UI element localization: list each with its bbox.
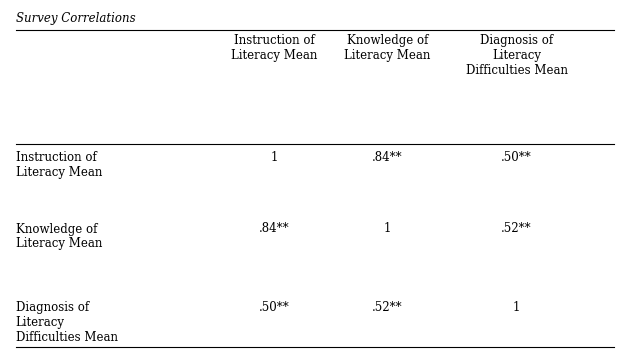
Text: Survey Correlations: Survey Correlations xyxy=(16,12,135,26)
Text: Instruction of
Literacy Mean: Instruction of Literacy Mean xyxy=(16,151,102,179)
Text: .52**: .52** xyxy=(501,222,532,236)
Text: 1: 1 xyxy=(513,301,520,314)
Text: .50**: .50** xyxy=(501,151,532,164)
Text: 1: 1 xyxy=(270,151,278,164)
Text: 1: 1 xyxy=(384,222,391,236)
Text: Diagnosis of
Literacy
Difficulties Mean: Diagnosis of Literacy Difficulties Mean xyxy=(466,34,568,77)
Text: .52**: .52** xyxy=(372,301,403,314)
Text: Instruction of
Literacy Mean: Instruction of Literacy Mean xyxy=(231,34,318,62)
Text: .84**: .84** xyxy=(259,222,289,236)
Text: .84**: .84** xyxy=(372,151,403,164)
Text: Knowledge of
Literacy Mean: Knowledge of Literacy Mean xyxy=(344,34,431,62)
Text: Diagnosis of
Literacy
Difficulties Mean: Diagnosis of Literacy Difficulties Mean xyxy=(16,301,118,344)
Text: .50**: .50** xyxy=(259,301,289,314)
Text: Knowledge of
Literacy Mean: Knowledge of Literacy Mean xyxy=(16,222,102,251)
